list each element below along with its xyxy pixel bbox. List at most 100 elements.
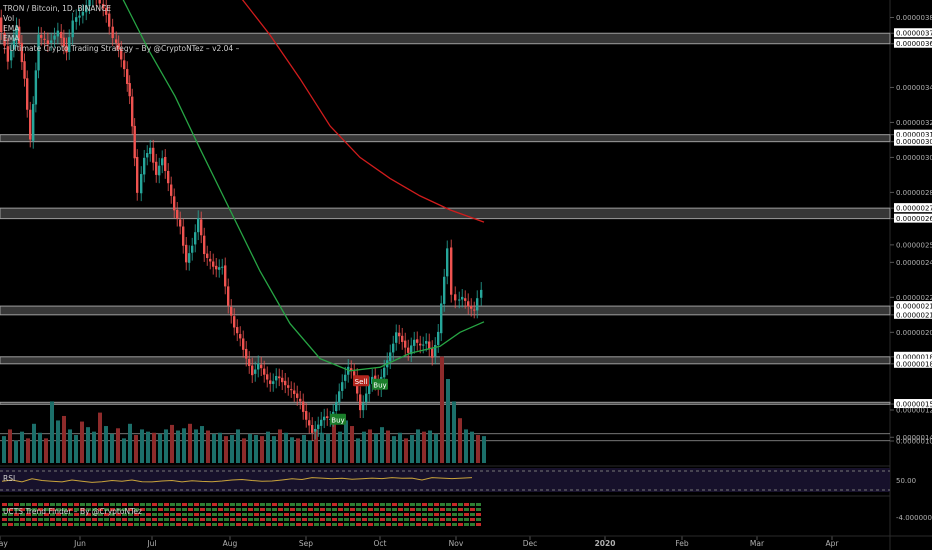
candle-body bbox=[108, 13, 111, 27]
trend-cell bbox=[128, 518, 133, 521]
candle-body bbox=[98, 0, 101, 4]
zone-0 bbox=[0, 32, 891, 45]
trend-cell bbox=[188, 518, 193, 521]
trend-cell bbox=[170, 518, 175, 521]
trend-cell bbox=[452, 518, 457, 521]
trend-cell bbox=[416, 508, 421, 511]
trend-cell bbox=[62, 518, 67, 521]
candle-body bbox=[167, 170, 170, 184]
rsi-band bbox=[0, 468, 890, 492]
trend-cell bbox=[476, 513, 481, 516]
candle-body bbox=[133, 125, 136, 159]
trend-cell bbox=[86, 523, 91, 526]
trend-cell bbox=[458, 503, 463, 506]
candle-body bbox=[302, 401, 305, 412]
trend-cell bbox=[80, 508, 85, 511]
trend-cell bbox=[122, 503, 127, 506]
candle-body bbox=[65, 45, 68, 53]
trend-cell bbox=[20, 508, 25, 511]
trend-cell bbox=[440, 513, 445, 516]
trend-cell bbox=[152, 523, 157, 526]
trend-cell bbox=[128, 503, 133, 506]
candle-body bbox=[305, 411, 308, 420]
trend-cell bbox=[62, 508, 67, 511]
candle-body bbox=[209, 258, 212, 262]
trend-cell bbox=[176, 503, 181, 506]
trend-cell bbox=[266, 508, 271, 511]
candle-body bbox=[413, 339, 416, 346]
trend-cell bbox=[434, 508, 439, 511]
trend-cell bbox=[458, 523, 463, 526]
candle-body bbox=[215, 265, 218, 270]
volume-bar bbox=[200, 426, 204, 463]
trend-cell bbox=[56, 508, 61, 511]
candle-body bbox=[284, 380, 287, 386]
candle-body bbox=[146, 153, 149, 158]
trend-cell bbox=[260, 518, 265, 521]
trend-cell bbox=[80, 513, 85, 516]
candle-body bbox=[263, 368, 266, 375]
price-tick-label: 0.00000159 bbox=[896, 401, 932, 409]
trend-cell bbox=[296, 503, 301, 506]
price-tag-bg bbox=[894, 38, 932, 48]
trend-cell bbox=[308, 513, 313, 516]
volume-bar bbox=[62, 415, 66, 463]
trend-cell bbox=[20, 513, 25, 516]
trend-cell bbox=[68, 518, 73, 521]
candle-body bbox=[20, 42, 24, 63]
candle-body bbox=[81, 11, 85, 16]
trend-cell bbox=[152, 503, 157, 506]
candle-body bbox=[233, 316, 236, 328]
candle-body bbox=[37, 34, 40, 71]
volume-bar bbox=[56, 420, 60, 463]
trend-cell bbox=[248, 518, 253, 521]
trend-cell bbox=[44, 523, 49, 526]
trend-cell bbox=[362, 523, 367, 526]
candle-body bbox=[344, 374, 347, 381]
trend-cell bbox=[110, 513, 115, 516]
volume-bar bbox=[476, 435, 480, 463]
signal-marker bbox=[372, 378, 388, 390]
trend-cell bbox=[356, 518, 361, 521]
trend-cell bbox=[20, 523, 25, 526]
volume-bar bbox=[428, 430, 432, 463]
candle-body bbox=[401, 335, 404, 342]
trend-cell bbox=[188, 508, 193, 511]
trend-cell bbox=[104, 503, 109, 506]
trend-cell bbox=[392, 503, 397, 506]
trend-cell bbox=[80, 523, 85, 526]
volume-bar bbox=[446, 379, 450, 463]
volume-bar bbox=[134, 435, 138, 463]
trend-cell bbox=[398, 508, 403, 511]
trend-cell bbox=[398, 523, 403, 526]
trend-cell bbox=[434, 503, 439, 506]
candle-body bbox=[278, 376, 281, 379]
candle-body bbox=[50, 40, 53, 43]
volume-bar bbox=[80, 421, 84, 463]
trend-cell bbox=[152, 508, 157, 511]
trend-cell bbox=[182, 523, 187, 526]
volume-bar bbox=[2, 436, 6, 463]
trend-cell bbox=[290, 523, 295, 526]
trend-cell bbox=[428, 513, 433, 516]
trend-cell bbox=[158, 513, 163, 516]
trend-cell bbox=[242, 508, 247, 511]
trend-cell bbox=[368, 523, 373, 526]
trend-cell bbox=[278, 518, 283, 521]
time-tick-label: Dec bbox=[523, 539, 538, 548]
trend-cell bbox=[380, 508, 385, 511]
volume-bar bbox=[44, 438, 48, 463]
candle-body bbox=[461, 296, 464, 300]
trend-cell bbox=[134, 513, 139, 516]
trend-cell bbox=[20, 503, 25, 506]
candle-body bbox=[206, 253, 209, 258]
trend-cell bbox=[98, 523, 103, 526]
trend-cell bbox=[392, 518, 397, 521]
volume-bar bbox=[110, 433, 114, 463]
trend-cell bbox=[320, 508, 325, 511]
trend-cell bbox=[344, 518, 349, 521]
candle-body bbox=[62, 37, 66, 47]
